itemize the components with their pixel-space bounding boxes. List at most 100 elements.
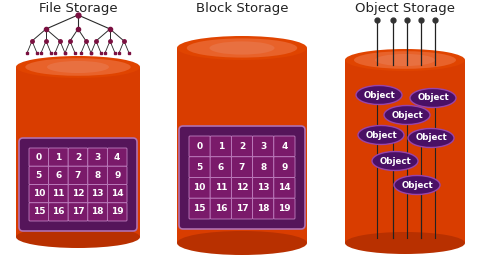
FancyBboxPatch shape bbox=[108, 166, 127, 184]
Text: 6: 6 bbox=[217, 163, 224, 172]
Text: 13: 13 bbox=[91, 189, 104, 198]
Ellipse shape bbox=[384, 105, 430, 125]
Text: 10: 10 bbox=[33, 189, 45, 198]
Text: 19: 19 bbox=[278, 204, 291, 213]
Ellipse shape bbox=[408, 129, 454, 148]
Text: 2: 2 bbox=[239, 142, 245, 151]
Text: 4: 4 bbox=[281, 142, 288, 151]
Polygon shape bbox=[177, 48, 189, 243]
Text: 2: 2 bbox=[75, 153, 81, 162]
FancyBboxPatch shape bbox=[108, 148, 127, 166]
Polygon shape bbox=[345, 60, 465, 243]
FancyBboxPatch shape bbox=[68, 184, 88, 203]
FancyBboxPatch shape bbox=[274, 136, 295, 157]
Text: Object: Object bbox=[379, 157, 411, 166]
Text: 14: 14 bbox=[278, 183, 291, 192]
Text: Object: Object bbox=[401, 180, 433, 189]
Ellipse shape bbox=[394, 175, 440, 195]
FancyBboxPatch shape bbox=[88, 184, 108, 203]
Polygon shape bbox=[177, 48, 307, 243]
FancyBboxPatch shape bbox=[252, 157, 274, 178]
Text: 12: 12 bbox=[72, 189, 84, 198]
Text: 16: 16 bbox=[52, 207, 65, 217]
Text: Block Storage: Block Storage bbox=[196, 2, 288, 15]
Text: 0: 0 bbox=[196, 142, 203, 151]
Text: 1: 1 bbox=[217, 142, 224, 151]
Text: Object Storage: Object Storage bbox=[355, 2, 455, 15]
FancyBboxPatch shape bbox=[48, 166, 68, 184]
Polygon shape bbox=[129, 67, 140, 237]
FancyBboxPatch shape bbox=[189, 157, 210, 178]
Text: 17: 17 bbox=[236, 204, 248, 213]
FancyBboxPatch shape bbox=[88, 203, 108, 221]
Text: Object: Object bbox=[415, 134, 447, 143]
FancyBboxPatch shape bbox=[68, 166, 88, 184]
Text: 0: 0 bbox=[36, 153, 42, 162]
FancyBboxPatch shape bbox=[231, 136, 252, 157]
FancyBboxPatch shape bbox=[19, 138, 137, 231]
Text: File Storage: File Storage bbox=[39, 2, 117, 15]
FancyBboxPatch shape bbox=[274, 157, 295, 178]
FancyBboxPatch shape bbox=[179, 126, 305, 229]
Polygon shape bbox=[295, 48, 307, 243]
Text: 18: 18 bbox=[91, 207, 104, 217]
FancyBboxPatch shape bbox=[231, 157, 252, 178]
Text: 19: 19 bbox=[111, 207, 123, 217]
Text: 18: 18 bbox=[257, 204, 269, 213]
Ellipse shape bbox=[25, 58, 131, 76]
FancyBboxPatch shape bbox=[29, 148, 48, 166]
Ellipse shape bbox=[177, 231, 307, 255]
Text: Object: Object bbox=[417, 94, 449, 103]
FancyBboxPatch shape bbox=[210, 136, 231, 157]
Ellipse shape bbox=[372, 152, 418, 170]
FancyBboxPatch shape bbox=[48, 184, 68, 203]
Text: 8: 8 bbox=[260, 163, 266, 172]
FancyBboxPatch shape bbox=[252, 178, 274, 198]
FancyBboxPatch shape bbox=[48, 203, 68, 221]
Ellipse shape bbox=[375, 54, 435, 66]
FancyBboxPatch shape bbox=[88, 166, 108, 184]
FancyBboxPatch shape bbox=[252, 136, 274, 157]
Text: Object: Object bbox=[391, 111, 423, 120]
Ellipse shape bbox=[16, 56, 140, 78]
Ellipse shape bbox=[358, 126, 404, 144]
FancyBboxPatch shape bbox=[274, 198, 295, 219]
Ellipse shape bbox=[209, 41, 275, 55]
Text: 9: 9 bbox=[114, 171, 120, 180]
FancyBboxPatch shape bbox=[189, 198, 210, 219]
Text: 11: 11 bbox=[52, 189, 65, 198]
FancyBboxPatch shape bbox=[189, 178, 210, 198]
Text: 4: 4 bbox=[114, 153, 120, 162]
Text: 15: 15 bbox=[193, 204, 206, 213]
FancyBboxPatch shape bbox=[210, 157, 231, 178]
Text: 12: 12 bbox=[236, 183, 248, 192]
FancyBboxPatch shape bbox=[108, 184, 127, 203]
Text: 7: 7 bbox=[75, 171, 81, 180]
Ellipse shape bbox=[345, 49, 465, 71]
Ellipse shape bbox=[345, 232, 465, 254]
Text: 17: 17 bbox=[72, 207, 84, 217]
Text: 8: 8 bbox=[95, 171, 101, 180]
Ellipse shape bbox=[187, 38, 297, 58]
Text: 15: 15 bbox=[33, 207, 45, 217]
Text: 13: 13 bbox=[257, 183, 269, 192]
FancyBboxPatch shape bbox=[29, 184, 48, 203]
FancyBboxPatch shape bbox=[210, 198, 231, 219]
Polygon shape bbox=[16, 67, 140, 237]
Text: 1: 1 bbox=[55, 153, 61, 162]
Polygon shape bbox=[16, 67, 27, 237]
Text: 9: 9 bbox=[281, 163, 288, 172]
FancyBboxPatch shape bbox=[252, 198, 274, 219]
Text: Object: Object bbox=[365, 130, 397, 139]
Text: 10: 10 bbox=[193, 183, 206, 192]
Ellipse shape bbox=[410, 89, 456, 108]
Text: 3: 3 bbox=[95, 153, 101, 162]
FancyBboxPatch shape bbox=[231, 198, 252, 219]
Polygon shape bbox=[454, 60, 465, 243]
FancyBboxPatch shape bbox=[68, 203, 88, 221]
Polygon shape bbox=[345, 60, 356, 243]
Text: 5: 5 bbox=[196, 163, 203, 172]
FancyBboxPatch shape bbox=[68, 148, 88, 166]
Text: Object: Object bbox=[363, 91, 395, 99]
FancyBboxPatch shape bbox=[48, 148, 68, 166]
